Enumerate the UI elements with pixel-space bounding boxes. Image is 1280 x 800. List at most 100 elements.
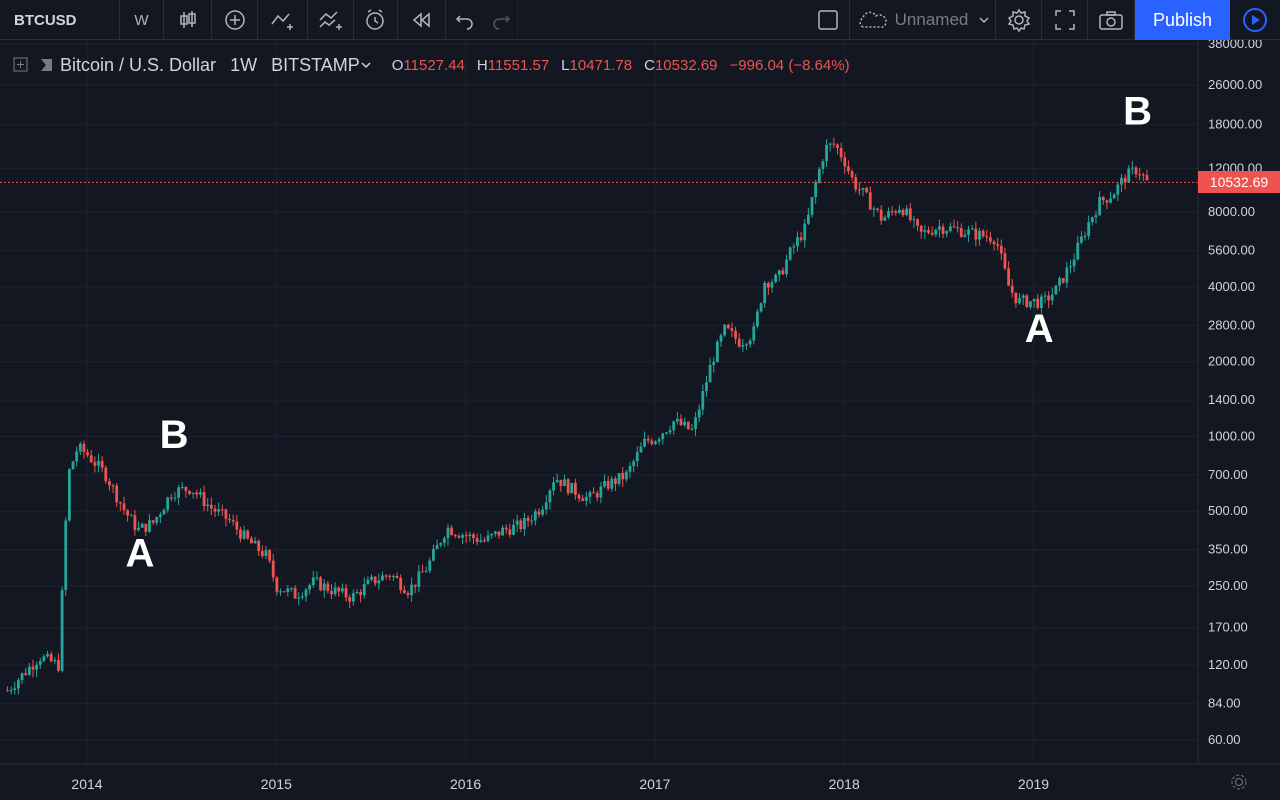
price-tick-label: 500.00 [1208,503,1248,518]
candle-body [570,482,574,494]
candle-body [184,486,188,491]
camera-icon[interactable] [1088,0,1135,40]
redo-icon[interactable] [484,0,518,40]
candle-body [996,244,1000,246]
candle-body [1054,285,1058,295]
candle-body [104,467,108,482]
candle-body [432,549,435,561]
candle-body [501,527,504,536]
candle-body [1116,184,1120,195]
candle-body [836,144,839,148]
candle-body [13,688,17,690]
candle-body [1072,259,1076,267]
compare-icon[interactable] [258,0,308,40]
candle-body [635,452,639,462]
candle-body [424,570,428,573]
price-tick-label: 170.00 [1208,620,1248,635]
candle-body [235,521,239,530]
close-value: 10532.69 [654,56,718,74]
candle-body [1123,177,1127,183]
candle-body [191,492,195,494]
axis-settings-icon[interactable] [1198,764,1280,800]
candle-body [300,596,304,598]
candle-body [974,228,978,240]
candle-body [93,462,97,466]
select-box-icon[interactable] [806,0,850,40]
fullscreen-icon[interactable] [1042,0,1088,40]
candle-body [883,217,887,221]
layout-selector[interactable]: Unnamed [850,0,996,40]
candle-body [413,584,417,587]
candle-body [726,324,730,329]
candle-body [359,591,363,596]
annotation-label: A [126,531,155,575]
candle-body [1010,285,1014,293]
legend-title[interactable]: Bitcoin / U.S. Dollar [60,54,217,75]
time-tick-label: 2018 [829,776,860,792]
candle-body [479,540,483,542]
candle-body [584,496,588,501]
candle-body [523,517,526,530]
candle-body [643,438,646,447]
candle-body [1109,198,1112,203]
candle-body [1130,167,1134,169]
candle-body [712,362,716,365]
candle-body [180,486,184,488]
candle-body [239,529,242,539]
alert-icon[interactable] [354,0,398,40]
candle-body [697,409,701,418]
candle-body [71,461,75,470]
candle-body [872,208,876,210]
price-series [6,137,1149,695]
candles-icon[interactable] [164,0,212,40]
price-tick-label: 84.00 [1208,696,1241,711]
replay-icon[interactable] [398,0,446,40]
candle-body [861,187,865,190]
candle-body [399,578,403,590]
legend-exchange[interactable]: BITSTAMP [271,54,360,75]
candle-body [402,589,406,594]
candle-body [24,673,28,675]
price-tick-label: 18000.00 [1208,117,1262,132]
candle-body [446,527,450,539]
candle-body [897,209,901,213]
legend-timeframe[interactable]: 1W [230,54,258,75]
open-key: O [391,56,404,74]
candle-body [606,481,610,489]
candle-body [1069,266,1072,268]
expand-legend-icon[interactable] [12,56,30,74]
candle-body [169,497,173,499]
chevron-down-icon [979,17,989,24]
candle-body [468,534,472,537]
last-price-label: 10532.69 [1198,171,1280,194]
add-indicator-icon[interactable] [212,0,258,40]
candle-body [86,452,89,456]
play-icon[interactable] [1230,0,1280,40]
candle-body [348,597,352,602]
high-key: H [476,56,488,74]
indicators-icon[interactable] [308,0,354,40]
symbol-search[interactable]: BTCUSD [0,0,120,40]
time-axis[interactable]: 2014 2015 2016 2017 2018 2019 [71,776,1049,792]
interval-button[interactable]: W [120,0,164,40]
candle-body [756,311,759,327]
cloud-icon [859,11,887,28]
candle-body [708,364,712,383]
settings-icon[interactable] [996,0,1042,40]
candle-body [326,583,330,591]
candle-body [144,523,148,532]
candle-body [1058,278,1061,286]
candle-body [624,471,628,480]
candle-body [406,593,410,596]
publish-button[interactable]: Publish [1135,0,1230,40]
candle-body [391,575,395,577]
candle-body [654,441,657,445]
candle-body [297,597,301,599]
candle-body [213,508,217,512]
candle-body [865,187,869,193]
candle-body [988,237,992,242]
undo-icon[interactable] [446,0,484,40]
price-axis[interactable]: 38000.0026000.0018000.0012000.008000.005… [1208,36,1262,747]
chart-legend: Bitcoin / U.S. Dollar 1W BITSTAMP O 11527… [0,40,1198,90]
